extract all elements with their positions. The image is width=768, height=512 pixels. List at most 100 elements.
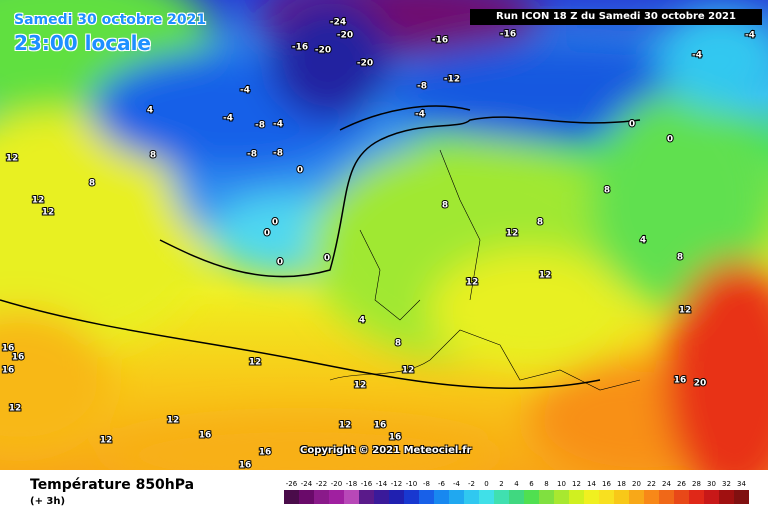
contour-label: -16	[500, 30, 516, 40]
time: 23:00 locale	[14, 31, 151, 55]
contour-label: 12	[249, 358, 262, 368]
contour-label: 12	[402, 366, 415, 376]
legend-label: 18	[617, 480, 626, 488]
contour-label: 12	[9, 404, 22, 414]
legend-swatch	[374, 490, 389, 504]
legend-label: -10	[406, 480, 417, 488]
contour-label: -8	[273, 149, 283, 159]
contour-label: -20	[337, 31, 353, 41]
legend-swatch	[734, 490, 749, 504]
contour-label: 12	[539, 271, 552, 281]
contour-label: 12	[339, 421, 352, 431]
legend-label: -20	[331, 480, 342, 488]
legend-swatch	[299, 490, 314, 504]
contour-label: -16	[432, 36, 448, 46]
legend-label: -6	[438, 480, 446, 488]
legend-label: 2	[499, 480, 503, 488]
date: Samedi 30 octobre 2021	[14, 12, 207, 28]
legend-swatch	[494, 490, 509, 504]
contour-label: -4	[415, 110, 425, 120]
contour-label: 0	[277, 258, 283, 268]
contour-label: 20	[694, 379, 707, 389]
legend-swatch	[644, 490, 659, 504]
legend-swatch	[524, 490, 539, 504]
legend-label: 14	[587, 480, 596, 488]
footer-subtitle: (+ 3h)	[30, 496, 66, 507]
contour-label: -8	[247, 150, 257, 160]
legend-swatch	[404, 490, 419, 504]
footer-title: Température 850hPa	[30, 477, 195, 493]
legend-swatch	[659, 490, 674, 504]
contour-label: 16	[374, 421, 387, 431]
legend-swatch	[569, 490, 584, 504]
legend-label: -22	[316, 480, 327, 488]
legend-label: 34	[737, 480, 746, 488]
legend-label: 6	[529, 480, 534, 488]
copyright: Copyright © 2021 Meteociel.fr	[300, 445, 472, 456]
legend-swatch	[344, 490, 359, 504]
contour-label: -4	[692, 51, 702, 61]
contour-label: 0	[324, 254, 330, 264]
legend-swatch	[434, 490, 449, 504]
legend-swatch	[329, 490, 344, 504]
contour-label: -20	[357, 59, 373, 69]
legend-label: 32	[722, 480, 731, 488]
legend-label: -12	[391, 480, 402, 488]
contour-label: 16	[12, 353, 25, 363]
legend-swatch	[464, 490, 479, 504]
legend-swatch	[419, 490, 434, 504]
legend-label: 30	[707, 480, 716, 488]
legend-label: -14	[376, 480, 388, 488]
legend-label: -4	[453, 480, 461, 488]
legend-swatch	[689, 490, 704, 504]
legend-label: -16	[361, 480, 373, 488]
contour-label: 16	[2, 344, 15, 354]
legend-swatch	[314, 490, 329, 504]
contour-label: -8	[255, 121, 265, 131]
contour-label: -24	[330, 18, 346, 28]
contour-label: -4	[273, 120, 283, 130]
contour-label: 4	[147, 106, 153, 116]
contour-label: 12	[506, 229, 519, 239]
legend: -26 -24 -22 -20 -18 -16 -14 -12 -10 -8 -6 -4 -2 0 2 4 6 8…	[284, 480, 749, 504]
contour-label: 16	[239, 461, 252, 471]
contour-label: -20	[315, 46, 331, 56]
contour-label: 8	[604, 186, 610, 196]
contour-label: 12	[679, 306, 692, 316]
contour-label: 12	[6, 154, 19, 164]
contour-label: 8	[442, 201, 448, 211]
legend-swatch	[284, 490, 299, 504]
legend-label: 24	[662, 480, 671, 488]
legend-label: 12	[572, 480, 581, 488]
legend-label: 0	[484, 480, 488, 488]
contour-label: 8	[150, 151, 156, 161]
contour-label: 8	[89, 179, 95, 189]
legend-label: 26	[677, 480, 686, 488]
legend-label: -18	[346, 480, 357, 488]
legend-label: -8	[423, 480, 430, 488]
contour-label: 16	[199, 431, 212, 441]
contour-label: 8	[537, 218, 543, 228]
contour-label: 0	[264, 229, 270, 239]
contour-label: 0	[272, 218, 278, 228]
legend-label: 8	[544, 480, 548, 488]
run-info: Run ICON 18 Z du Samedi 30 octobre 2021	[470, 9, 762, 25]
contour-label: -4	[240, 86, 250, 96]
legend-label: 10	[557, 480, 566, 488]
contour-label: -4	[223, 114, 233, 124]
legend-swatch	[614, 490, 629, 504]
legend-swatch	[449, 490, 464, 504]
contour-label: 0	[667, 135, 673, 145]
contour-label: 4	[359, 316, 365, 326]
legend-swatch	[704, 490, 719, 504]
legend-label: 22	[647, 480, 656, 488]
contour-label: -8	[417, 82, 427, 92]
legend-label: 20	[632, 480, 641, 488]
map: -16 -20 -20 -24 -20 -16 -16 -12 -8 -4 -8 -4 -8 -8 -4 -4…	[0, 0, 768, 470]
legend-swatch	[629, 490, 644, 504]
legend-swatch	[359, 490, 374, 504]
contour-label: 16	[389, 433, 402, 443]
contour-label: 4	[640, 236, 646, 246]
legend-label: -2	[468, 480, 475, 488]
legend-label: 28	[692, 480, 701, 488]
